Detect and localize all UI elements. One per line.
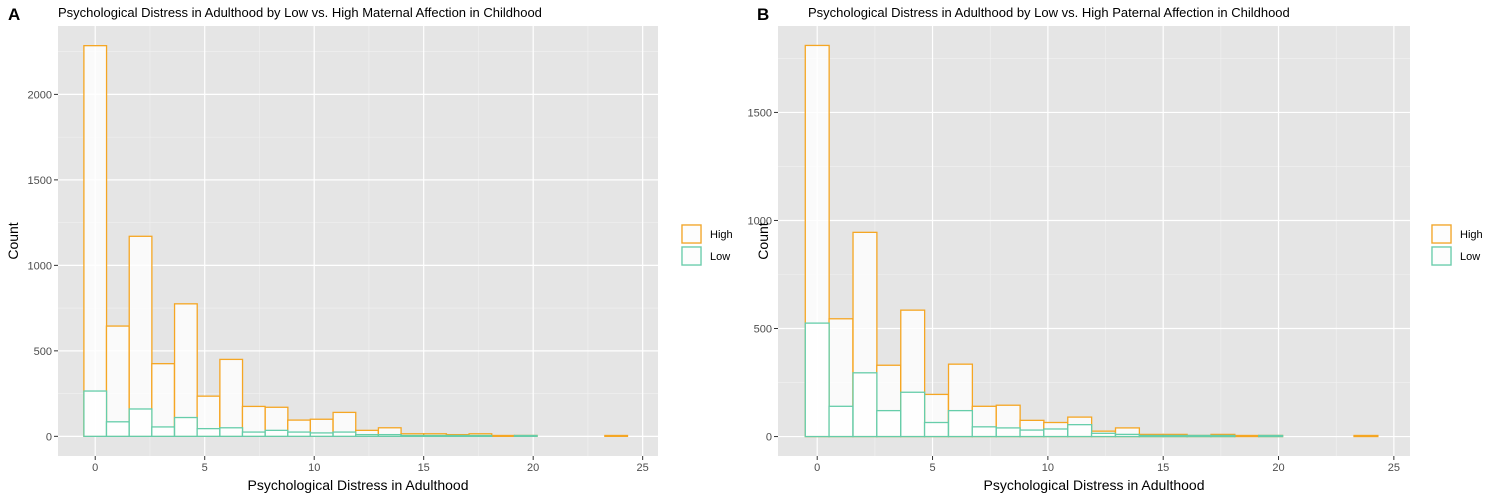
y-tick-label: 1500	[28, 175, 52, 187]
bar-high	[173, 303, 198, 437]
chart-panel-b: B Psychological Distress in Adulthood by …	[748, 5, 1483, 493]
bar-low	[173, 416, 198, 437]
chart-panel-a: A Psychological Distress in Adulthood by …	[5, 5, 733, 493]
x-tick-label: 0	[814, 462, 820, 474]
bar-low	[468, 434, 493, 437]
panel-label: B	[757, 5, 769, 24]
bar-low	[355, 433, 379, 437]
legend-label: Low	[710, 251, 730, 263]
x-tick-label: 15	[418, 462, 430, 474]
bar-high	[105, 325, 130, 437]
bar-high	[128, 235, 153, 437]
bar-low	[196, 427, 221, 437]
bar-low	[876, 409, 902, 438]
x-tick-label: 5	[929, 462, 935, 474]
legend-label: Low	[1460, 251, 1480, 263]
y-axis-title: Count	[755, 222, 771, 259]
legend-label: High	[1460, 229, 1483, 241]
x-tick-label: 0	[92, 462, 98, 474]
bar-low	[923, 421, 950, 438]
axes: 0 5 10 15 20 25 0 500 1000 1500	[748, 107, 1400, 474]
x-tick-label: 10	[308, 462, 320, 474]
bar-low	[400, 434, 425, 437]
bar-low	[309, 432, 334, 437]
panel-label: A	[8, 5, 20, 24]
bar-low	[128, 408, 153, 437]
x-axis-title: Psychological Distress in Adulthood	[247, 477, 468, 493]
bar-high	[1353, 434, 1379, 438]
series-low	[804, 322, 1284, 438]
legend: High Low	[681, 224, 733, 266]
bar-low	[264, 429, 289, 437]
x-tick-label: 20	[1272, 462, 1284, 474]
legend-swatch-high	[681, 224, 702, 244]
chart-title: Psychological Distress in Adulthood by L…	[58, 5, 542, 20]
bar-low	[1019, 429, 1045, 438]
x-tick-label: 20	[527, 462, 539, 474]
bar-low	[852, 372, 878, 438]
bar-low	[1258, 434, 1284, 438]
y-tick-label: 1000	[748, 215, 772, 227]
x-tick-label: 25	[1388, 462, 1400, 474]
bar-high	[219, 358, 244, 437]
y-tick-label: 500	[754, 324, 772, 336]
y-tick-label: 0	[46, 431, 52, 443]
bar-low	[947, 409, 974, 438]
x-tick-label: 25	[637, 462, 649, 474]
bar-low	[995, 427, 1021, 438]
bar-low	[828, 405, 854, 438]
bar-low	[804, 322, 830, 438]
bar-low	[513, 434, 538, 437]
bar-low	[332, 431, 357, 437]
bar-low	[83, 390, 108, 437]
bar-low	[1043, 428, 1069, 438]
y-tick-label: 500	[34, 346, 52, 358]
bar-low	[1090, 432, 1117, 438]
x-axis-title: Psychological Distress in Adulthood	[983, 477, 1204, 493]
bar-high	[604, 434, 629, 437]
bar-low	[1114, 433, 1141, 438]
bar-low	[219, 427, 244, 437]
x-tick-label: 10	[1042, 462, 1054, 474]
legend-label: High	[710, 229, 733, 241]
bar-high	[1234, 434, 1260, 438]
y-axis-title: Count	[5, 222, 21, 259]
bar-low	[1162, 434, 1188, 438]
bar-high	[490, 434, 515, 437]
bar-low	[377, 433, 402, 437]
bar-high	[83, 45, 108, 437]
legend-swatch-low	[681, 246, 702, 266]
bar-low	[151, 426, 176, 437]
legend-swatch-low	[1431, 246, 1452, 266]
x-tick-label: 15	[1157, 462, 1169, 474]
bar-low	[287, 431, 312, 437]
bar-low	[445, 434, 470, 437]
y-tick-label: 0	[766, 432, 772, 444]
bar-low	[1186, 434, 1212, 438]
bar-low	[1067, 424, 1093, 438]
series-low	[83, 390, 538, 437]
legend: High Low	[1431, 224, 1483, 266]
bar-low	[241, 431, 266, 437]
bar-high	[151, 363, 176, 437]
bar-low	[105, 421, 130, 437]
y-tick-label: 2000	[28, 89, 52, 101]
bar-low	[1210, 434, 1236, 438]
legend-swatch-high	[1431, 224, 1452, 244]
bar-low	[1138, 434, 1164, 438]
bar-low	[971, 426, 997, 438]
bar-low	[900, 391, 926, 438]
y-tick-label: 1000	[28, 260, 52, 272]
axes: 0 5 10 15 20 25 0 500 1000 1500 2000	[28, 89, 649, 474]
x-tick-label: 5	[202, 462, 208, 474]
chart-title: Psychological Distress in Adulthood by L…	[808, 5, 1290, 20]
bar-low	[423, 434, 448, 437]
y-tick-label: 1500	[748, 107, 772, 119]
